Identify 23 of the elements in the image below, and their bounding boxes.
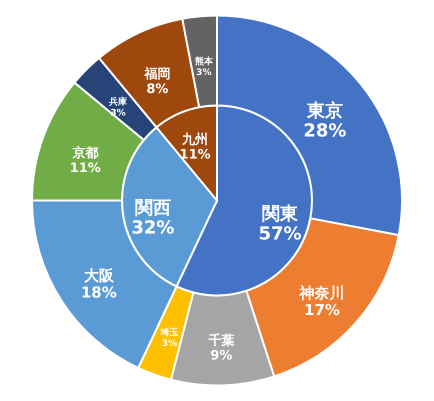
slice-label: 関西 bbox=[134, 198, 171, 219]
slice-label: 関東 bbox=[262, 204, 298, 225]
data-label: 3% bbox=[196, 68, 212, 78]
data-label: 11% bbox=[180, 148, 211, 163]
data-label: 32% bbox=[131, 218, 174, 239]
data-label: 57% bbox=[258, 224, 302, 245]
slice-label: 福岡 bbox=[143, 66, 170, 82]
slice-label: 神奈川 bbox=[298, 284, 345, 302]
slice-label: 東京 bbox=[306, 100, 343, 122]
slice-label: 京都 bbox=[71, 145, 98, 162]
slice-label: 大阪 bbox=[84, 266, 115, 285]
data-label: 11% bbox=[70, 161, 101, 176]
data-label: 9% bbox=[210, 348, 232, 364]
slice-label: 千葉 bbox=[207, 332, 234, 348]
slice-label: 熊本 bbox=[194, 56, 214, 68]
data-label: 3% bbox=[162, 339, 178, 350]
data-label: 28% bbox=[303, 120, 346, 142]
data-label: 18% bbox=[80, 284, 117, 302]
slice-label: 埼玉 bbox=[160, 327, 179, 338]
slice-label: 兵庫 bbox=[108, 96, 128, 108]
data-label: 17% bbox=[304, 301, 340, 320]
data-label: 8% bbox=[146, 82, 168, 97]
slice-label: 九州 bbox=[181, 132, 208, 148]
